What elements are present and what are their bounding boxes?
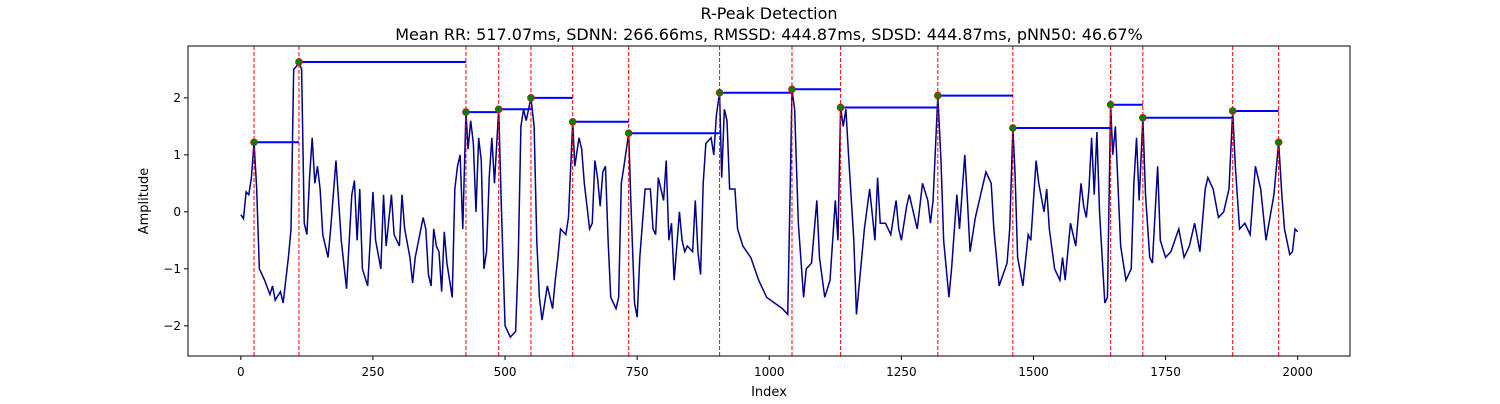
chart-title: R-Peak Detection bbox=[700, 4, 837, 23]
peak-marker bbox=[934, 91, 942, 100]
peak-marker bbox=[462, 108, 470, 116]
x-tick-label: 1500 bbox=[1018, 365, 1049, 379]
peak-marker bbox=[1228, 107, 1237, 115]
x-tick-label: 1750 bbox=[1150, 365, 1181, 379]
peak-marker bbox=[494, 105, 503, 114]
signal-line bbox=[240, 60, 1299, 339]
peak-marker bbox=[295, 58, 303, 66]
x-tick-label: 1250 bbox=[886, 365, 917, 379]
peak-marker bbox=[715, 88, 724, 97]
peak-marker bbox=[624, 129, 633, 137]
peak-marker bbox=[836, 103, 845, 112]
x-tick-label: 0 bbox=[237, 365, 245, 379]
x-axis-label: Index bbox=[751, 385, 787, 400]
peak-marker bbox=[250, 138, 258, 147]
peak-marker bbox=[1009, 124, 1017, 132]
x-tick-label: 2000 bbox=[1282, 365, 1313, 379]
y-tick-label: −2 bbox=[163, 319, 181, 333]
x-tick-label: 500 bbox=[494, 365, 517, 379]
y-tick-label: 1 bbox=[173, 148, 181, 162]
x-tick-label: 1000 bbox=[754, 365, 785, 379]
peak-marker bbox=[1106, 100, 1115, 109]
peak-marker bbox=[1274, 138, 1283, 147]
x-tick-label: 750 bbox=[626, 365, 649, 379]
y-axis-label: Amplitude bbox=[137, 168, 152, 235]
peak-marker bbox=[527, 94, 535, 102]
peak-marker bbox=[1139, 114, 1147, 122]
x-tick-label: 250 bbox=[361, 365, 384, 379]
chart-subtitle: Mean RR: 517.07ms, SDNN: 266.66ms, RMSSD… bbox=[395, 25, 1143, 44]
y-tick-label: 0 bbox=[173, 205, 181, 219]
y-tick-label: 2 bbox=[173, 91, 181, 105]
plot-frame bbox=[187, 45, 1351, 357]
peak-marker bbox=[568, 117, 577, 126]
peak-marker bbox=[788, 85, 796, 94]
y-tick-label: −1 bbox=[163, 262, 181, 276]
